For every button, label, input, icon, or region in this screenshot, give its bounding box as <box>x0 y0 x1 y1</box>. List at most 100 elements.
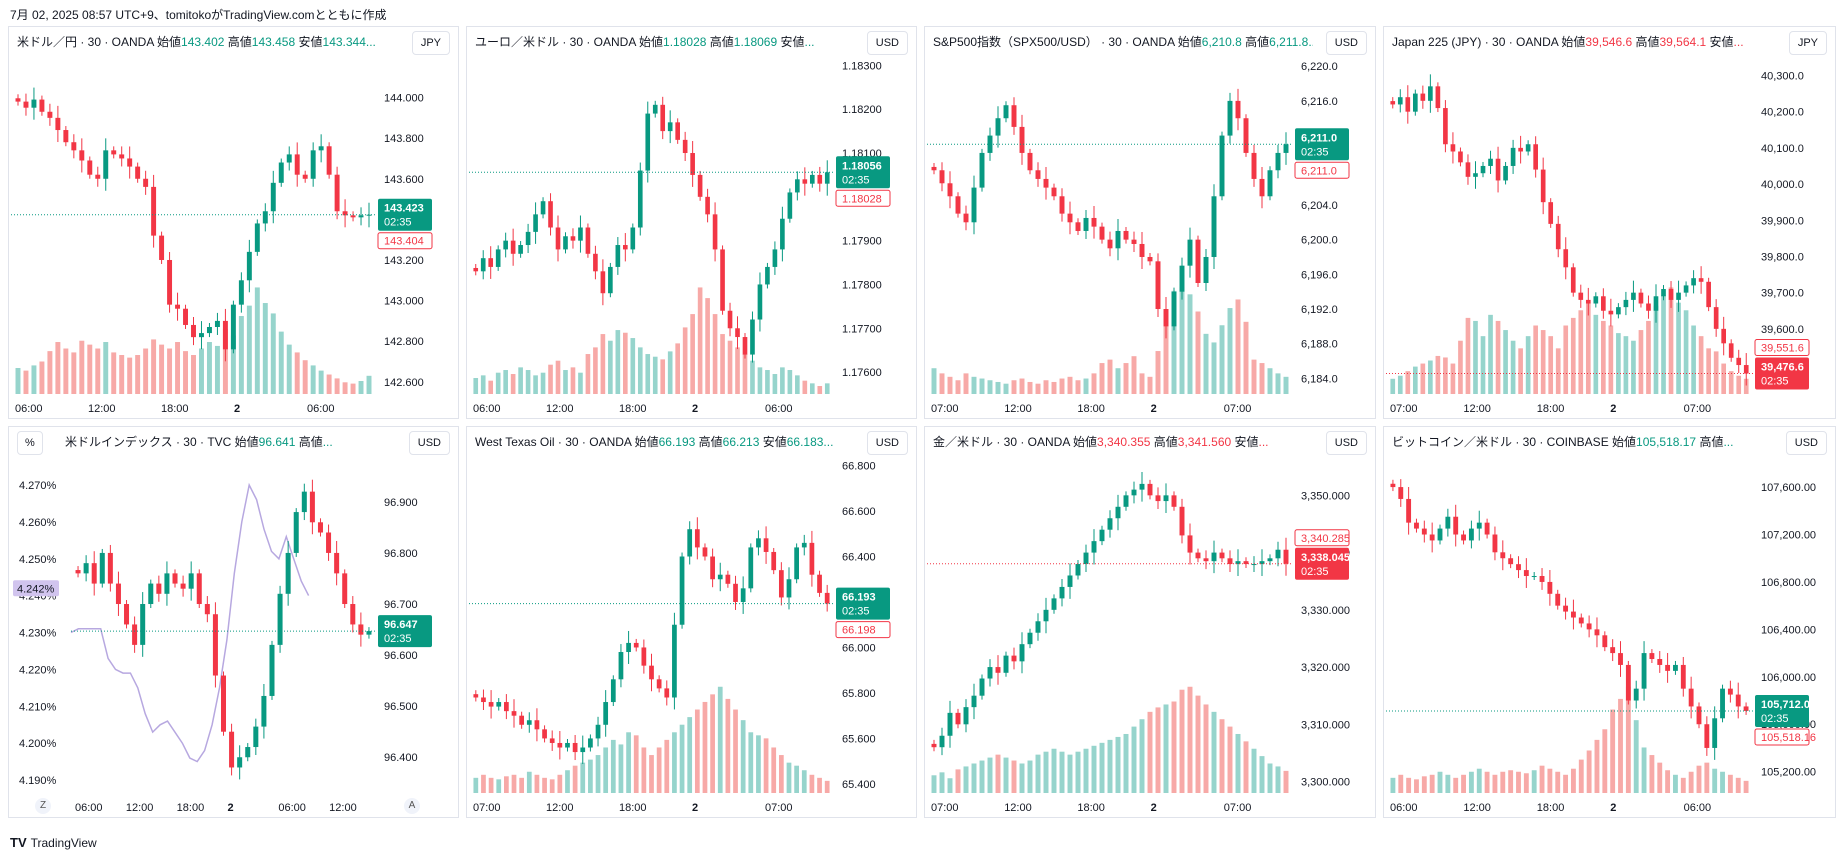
candle <box>15 98 21 102</box>
ohlc-key: 始値 <box>1177 35 1202 49</box>
candle <box>358 624 364 635</box>
ohlc-key: 高値 <box>224 35 252 49</box>
y-tick-label: 6,188.0 <box>1301 339 1338 351</box>
candle <box>326 532 332 553</box>
volume-bar <box>593 347 598 394</box>
candle <box>765 266 770 285</box>
left-tick-label: 4.220% <box>19 664 57 676</box>
volume-bar <box>1147 376 1153 394</box>
ohlc-value: ... <box>1723 435 1734 449</box>
candle <box>778 570 784 598</box>
chart-panel[interactable]: 144.000143.800143.600143.400143.200143.0… <box>8 26 459 419</box>
currency-button[interactable]: USD <box>408 431 450 455</box>
volume-bar <box>1091 745 1097 793</box>
volume-bar <box>1676 302 1681 394</box>
candle <box>682 139 688 154</box>
candle <box>637 170 643 228</box>
candle <box>1083 552 1089 565</box>
volume-bar <box>1631 340 1636 394</box>
auto-scale-icon[interactable]: A <box>404 798 420 814</box>
volume-bar <box>682 327 688 394</box>
currency-button[interactable]: USD <box>866 31 908 55</box>
chart-panel[interactable]: 6,220.06,216.06,212.06,208.06,204.06,200… <box>924 26 1376 419</box>
chart-panel[interactable]: 1.183001.182001.181001.180001.179001.178… <box>466 26 917 419</box>
currency-button[interactable]: USD <box>1325 31 1367 55</box>
candle <box>180 583 186 589</box>
candle <box>1123 495 1129 507</box>
chart-panel[interactable]: 66.80066.60066.40066.20066.00065.80065.6… <box>466 426 917 818</box>
chart-panel[interactable]: 40,300.0 40,200.0 40,100.0 40,000.0 39,900.0… <box>1383 26 1836 419</box>
candle <box>1586 623 1592 630</box>
volume-bar <box>947 778 953 793</box>
candle <box>712 214 718 250</box>
x-tick-label: 12:00 <box>546 403 574 415</box>
x-tick-label: 07:00 <box>931 403 959 415</box>
candle <box>1099 226 1105 240</box>
volume-bar <box>765 370 770 394</box>
zoom-icon[interactable]: Z <box>35 798 51 814</box>
candle <box>720 249 725 311</box>
ohlc-key: 始値 <box>634 435 659 449</box>
y-tick-label: 143.200 <box>384 255 424 267</box>
volume-bar <box>1107 359 1113 394</box>
x-tick-label: 06:00 <box>75 802 103 814</box>
volume-bar <box>1235 299 1241 394</box>
panel-title: West Texas Oil · 30 · OANDA 始値66.193 高値6… <box>475 433 833 450</box>
candle <box>817 574 822 593</box>
candle <box>286 154 292 163</box>
volume-bar <box>694 709 700 793</box>
currency-button[interactable]: USD <box>1325 431 1367 455</box>
currency-button[interactable]: JPY <box>411 31 450 55</box>
candle <box>63 130 69 143</box>
candle <box>1548 202 1554 224</box>
currency-button[interactable]: JPY <box>1788 31 1827 55</box>
chart-panel[interactable]: 3,350.0003,340.0003,330.0003,320.0003,31… <box>924 426 1376 818</box>
volume-bar <box>1594 739 1600 793</box>
currency-button[interactable]: USD <box>866 431 908 455</box>
currency-button[interactable]: USD <box>1785 431 1827 455</box>
volume-bar <box>580 762 586 793</box>
candle <box>95 174 101 179</box>
candle <box>481 697 486 703</box>
volume-bar <box>366 375 372 394</box>
volume-bar <box>1473 320 1478 394</box>
volume-bar <box>802 380 808 394</box>
panel-title: 米ドルインデックス · 30 · TVC 始値96.641 高値... <box>65 433 333 450</box>
candle <box>309 491 315 523</box>
volume-bar <box>1019 378 1025 394</box>
candle <box>817 174 823 184</box>
candle <box>705 196 710 215</box>
last-price-badge <box>1755 357 1809 390</box>
volume-bar <box>342 382 348 394</box>
x-tick-label: 18:00 <box>1537 802 1565 814</box>
ohlc-value: 3,341.560 <box>1177 435 1232 449</box>
volume-bar <box>1570 768 1576 793</box>
volume-bar <box>1235 733 1241 793</box>
volume-bar <box>1618 698 1623 793</box>
x-tick-label: 12:00 <box>1004 802 1032 814</box>
candle <box>318 146 324 151</box>
volume-bar <box>167 348 173 394</box>
y-tick-label: 1.17800 <box>842 279 882 291</box>
volume-bar <box>55 342 61 394</box>
volume-bar <box>1123 363 1129 394</box>
candle <box>350 215 356 218</box>
candle <box>1405 97 1411 112</box>
volume-bar <box>1443 357 1448 394</box>
volume-bar <box>1211 342 1217 394</box>
volume-bar <box>1115 736 1121 793</box>
ref-price-badge <box>1294 161 1350 179</box>
volume-bar <box>588 759 593 793</box>
volume-bar <box>979 378 985 394</box>
volume-bar <box>1602 729 1608 793</box>
candle <box>87 160 93 175</box>
last-price-badge <box>378 615 432 648</box>
chart-panel[interactable]: 96.900 96.800 96.700 96.600 96.500 96.400 4.27… <box>8 426 459 818</box>
x-tick-label: 12:00 <box>1004 403 1032 415</box>
chart-panel[interactable]: 107,600.00 107,200.00 106,800.00 106,400.00… <box>1383 426 1836 818</box>
percent-button[interactable]: % <box>17 431 43 455</box>
countdown-label: 02:35 <box>1761 713 1789 725</box>
y-tick-label: 65.800 <box>842 688 876 700</box>
candle <box>667 122 673 132</box>
volume-bar <box>1187 294 1193 394</box>
